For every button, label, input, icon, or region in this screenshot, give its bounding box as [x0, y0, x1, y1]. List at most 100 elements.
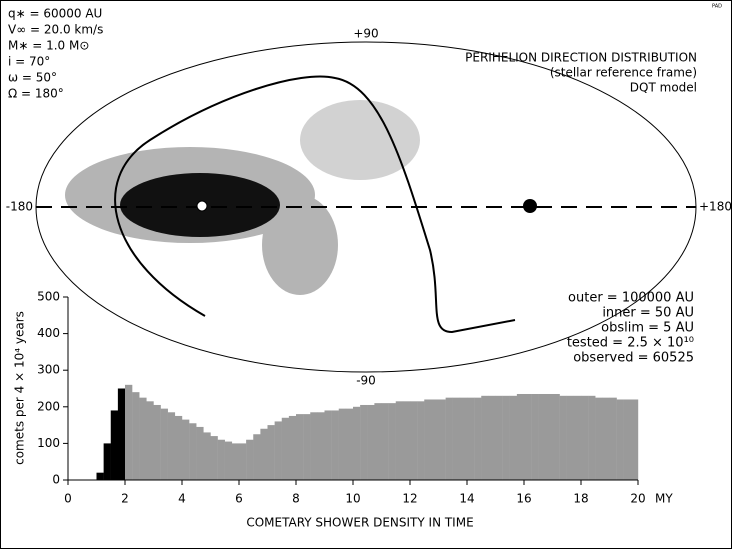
histogram-bar [395, 401, 404, 480]
histogram-bar [338, 408, 347, 480]
stat-line: obslim = 5 AU [601, 321, 694, 336]
histogram-bar [545, 393, 553, 480]
histogram-bar [331, 410, 339, 480]
histogram-bar [281, 417, 290, 480]
histogram-bar [573, 395, 582, 480]
histogram-bar [388, 403, 396, 480]
histogram-bar [203, 432, 211, 480]
x-tick-label: 4 [178, 492, 186, 506]
histogram-bar [609, 397, 617, 480]
stat-line: inner = 50 AU [602, 306, 694, 321]
histogram-bar [588, 395, 596, 480]
histogram-bar [595, 397, 603, 480]
x-axis-label: COMETARY SHOWER DENSITY IN TIME [246, 516, 473, 530]
parameter: M∗ = 1.0 M⊙ [8, 39, 89, 53]
stat-line: tested = 2.5 × 10¹⁰ [567, 336, 694, 351]
histogram-bar [502, 395, 510, 480]
histogram-bar [310, 412, 318, 480]
histogram-bar [552, 393, 560, 480]
histogram-bar [424, 399, 432, 480]
histogram-bar [317, 412, 325, 480]
histogram-bar [103, 443, 111, 480]
histogram-bar [374, 403, 382, 480]
y-tick-label: 0 [52, 473, 60, 487]
parameter: ω = 50° [8, 71, 57, 85]
sky-label: +90 [353, 27, 378, 41]
histogram-bar [509, 395, 518, 480]
histogram-bar [417, 401, 425, 480]
title-line: PERIHELION DIRECTION DISTRIBUTION [465, 51, 697, 65]
sky-label: -90 [356, 374, 376, 388]
histogram-bar [531, 393, 539, 480]
y-tick-label: 400 [37, 326, 60, 340]
histogram-bar [253, 434, 261, 480]
histogram-bar [566, 395, 575, 480]
parameter: Ω = 180° [8, 87, 64, 101]
stat-line: outer = 100000 AU [568, 291, 694, 306]
x-tick-label: 10 [345, 492, 360, 506]
histogram-bar [524, 393, 532, 480]
histogram-bar [623, 399, 632, 480]
sky-label: -180 [6, 200, 33, 214]
y-tick-label: 500 [37, 290, 60, 304]
grey-scatter [300, 100, 420, 180]
title-line: (stellar reference frame) [550, 66, 697, 80]
histogram-bar [96, 472, 104, 480]
sky-map: +90 -90 -180 +180 [6, 27, 732, 388]
histogram-bar [110, 410, 119, 480]
histogram-bar [474, 397, 482, 480]
histogram-bar [224, 441, 233, 480]
histogram-bar [174, 415, 183, 480]
x-tick-label: 6 [235, 492, 243, 506]
x-tick-label: 14 [459, 492, 474, 506]
x-unit: MY [655, 492, 673, 506]
histogram-bar [260, 428, 268, 480]
histogram-bar [402, 401, 411, 480]
histogram-bar [367, 404, 375, 480]
histogram-bar [452, 397, 461, 480]
histogram-bar [516, 393, 525, 480]
histogram-bar [581, 395, 589, 480]
histogram-bar [616, 399, 624, 480]
histogram-bar [459, 397, 468, 480]
y-tick-label: 200 [37, 399, 60, 413]
histogram-bar [467, 397, 475, 480]
marker-black [523, 199, 537, 213]
histogram-bar [481, 395, 489, 480]
histogram-bar [274, 421, 282, 480]
histogram-bar [132, 392, 140, 480]
histogram-bar [381, 403, 389, 480]
histogram-bar [231, 443, 240, 480]
marker-white [196, 200, 208, 212]
histogram-bar [217, 439, 225, 480]
histogram-bar [445, 397, 453, 480]
x-tick-label: 20 [630, 492, 645, 506]
histogram-bar [196, 426, 204, 480]
histogram-bar [160, 408, 168, 480]
histogram-bar [296, 414, 304, 480]
grey-cloud [262, 195, 338, 295]
histogram-bar [117, 388, 126, 480]
histogram-bar [189, 423, 197, 480]
x-tick-label: 8 [292, 492, 300, 506]
histogram-bar [288, 415, 297, 480]
histogram-bar [630, 399, 639, 480]
histogram-bar [139, 397, 147, 480]
histogram-bar [488, 395, 496, 480]
histogram-bar [559, 395, 567, 480]
sky-label: +180 [699, 200, 732, 214]
histogram-bar [167, 412, 176, 480]
y-tick-label: 300 [37, 363, 60, 377]
histogram-bar [538, 393, 546, 480]
y-axis-label: comets per 4 × 10⁴ years [13, 311, 27, 465]
x-tick-label: 2 [121, 492, 129, 506]
histogram-bar [146, 401, 154, 480]
histogram-bar [210, 436, 218, 480]
histogram-bar [360, 404, 368, 480]
histogram-bar [495, 395, 503, 480]
corner-note: PAD [712, 4, 722, 10]
y-tick-label: 100 [37, 436, 60, 450]
histogram-bar [602, 397, 610, 480]
parameter: V∞ = 20.0 km/s [8, 23, 103, 37]
x-tick-label: 0 [64, 492, 72, 506]
